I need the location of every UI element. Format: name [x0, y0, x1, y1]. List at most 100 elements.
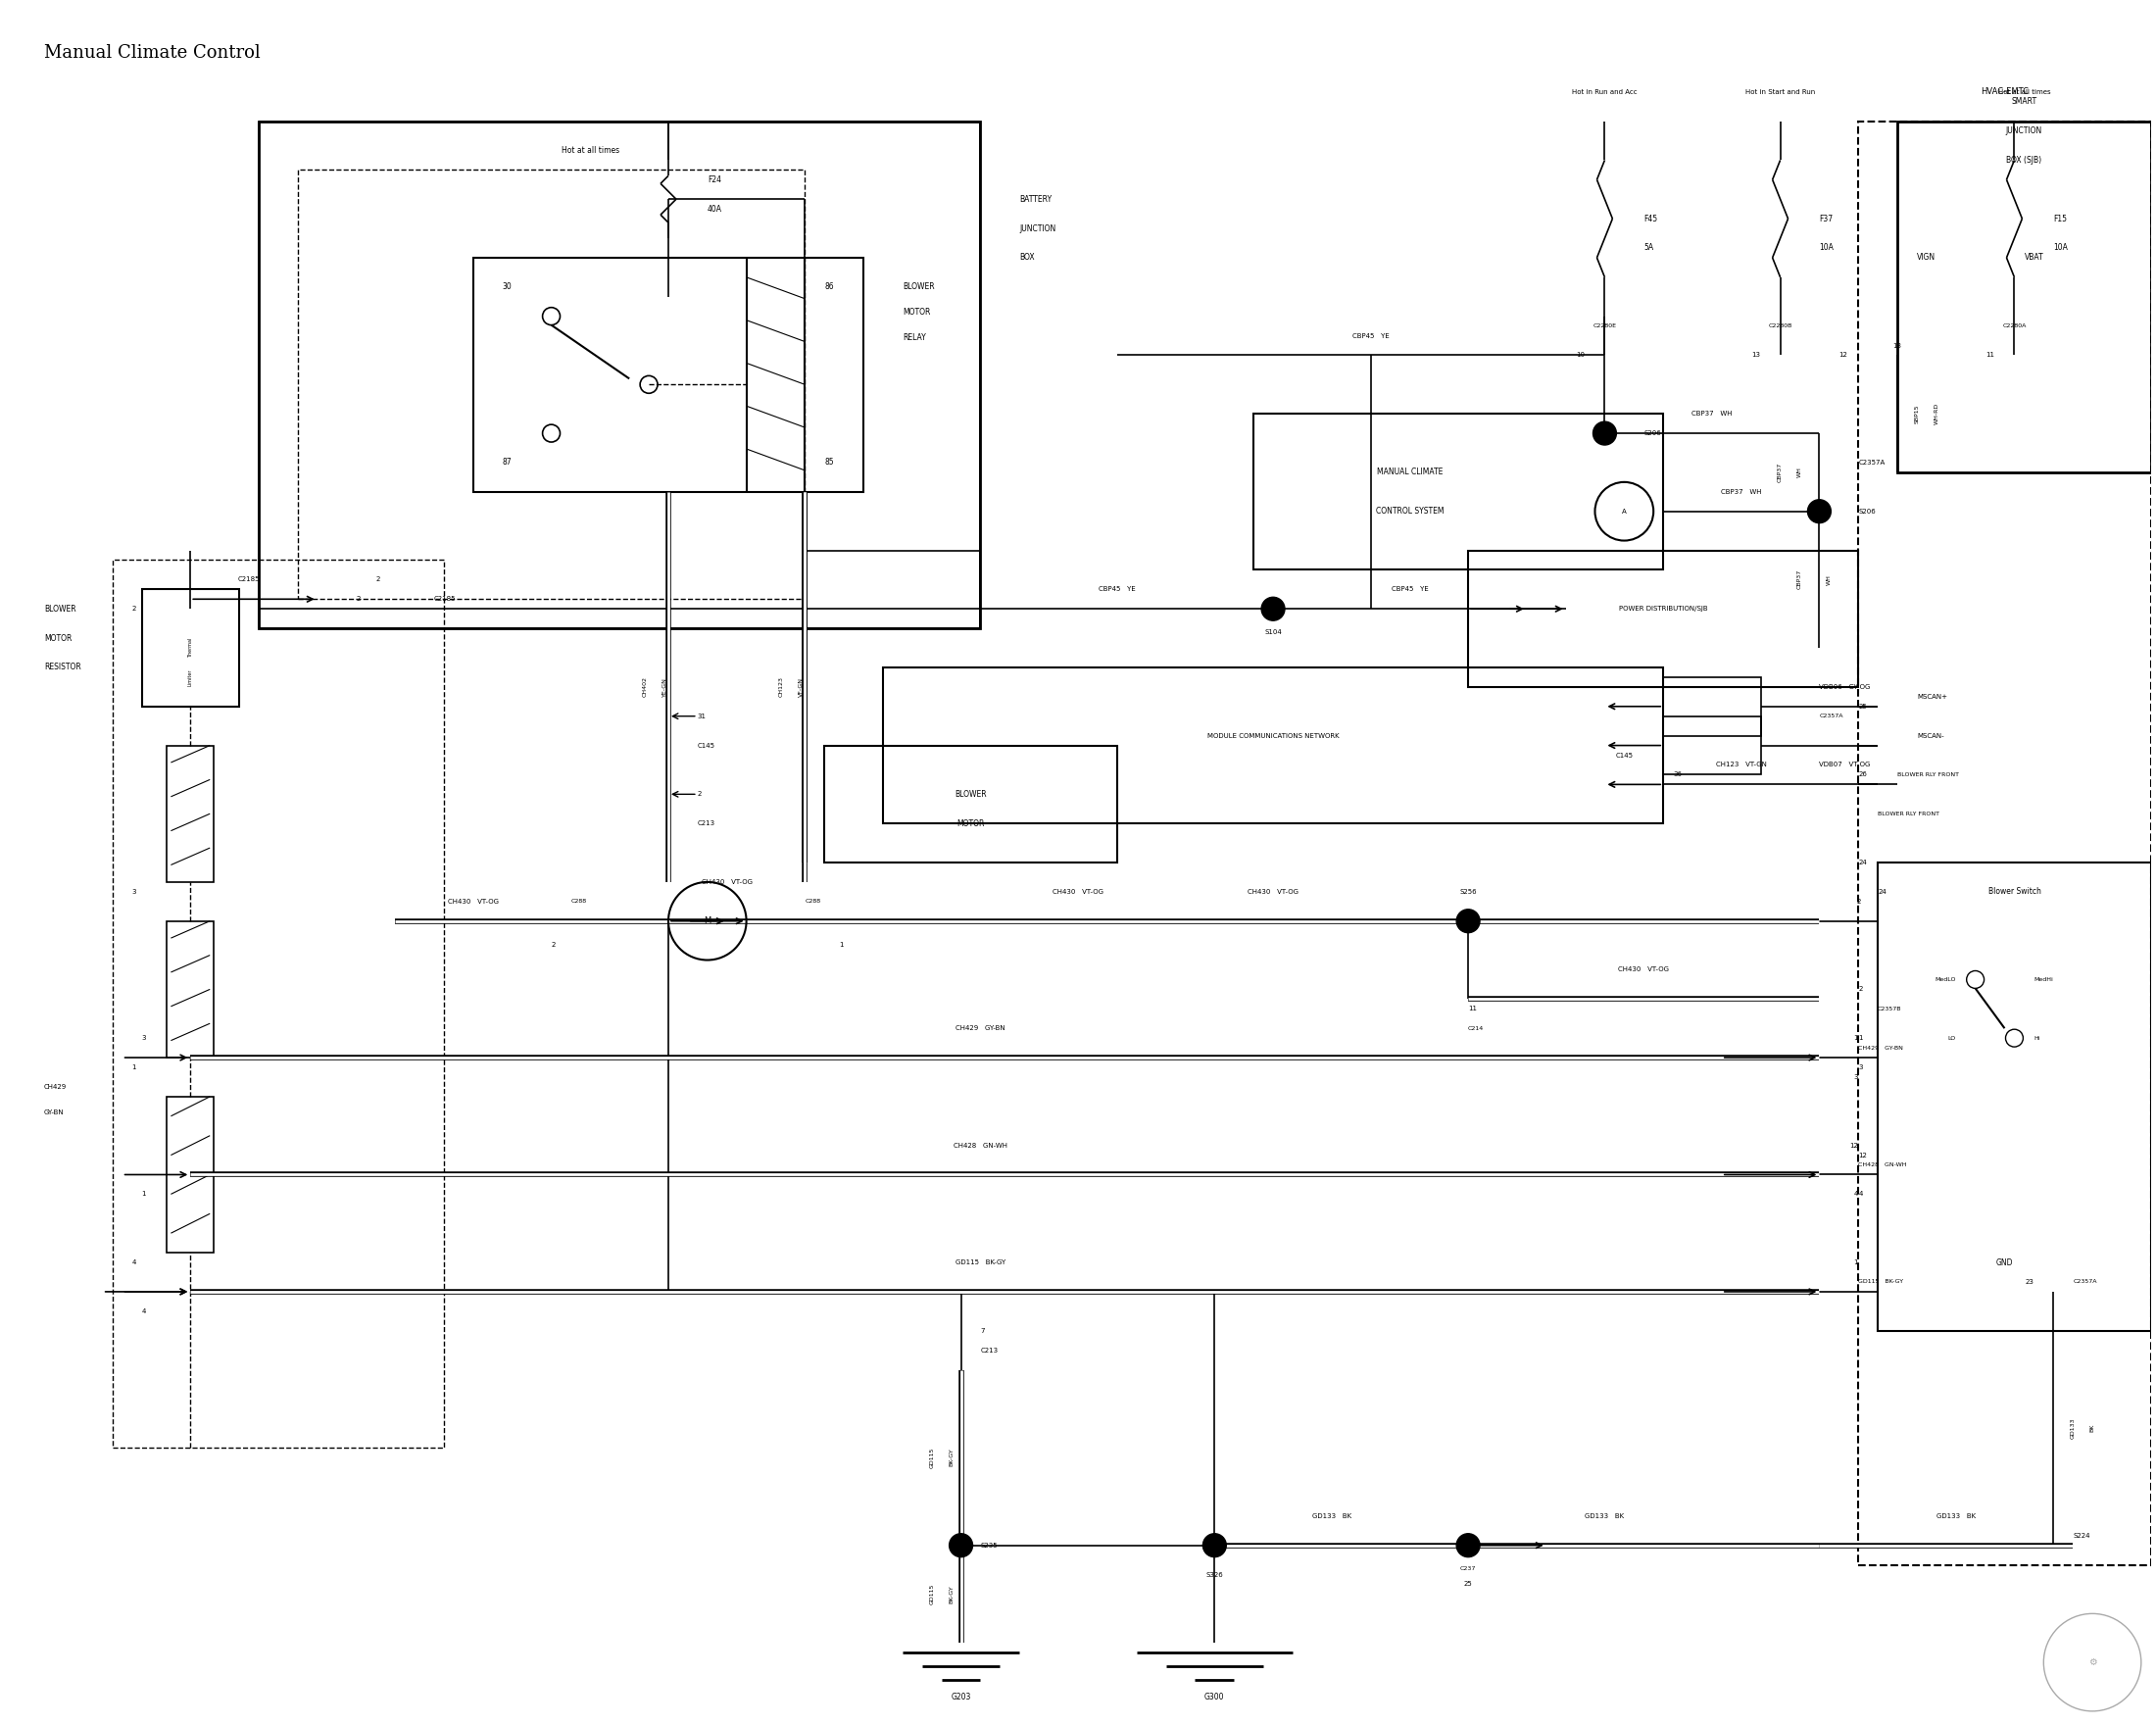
Text: MODULE COMMUNICATIONS NETWORK: MODULE COMMUNICATIONS NETWORK: [1207, 733, 1339, 738]
Text: Blower Switch: Blower Switch: [1988, 887, 2042, 897]
Text: MSCAN-: MSCAN-: [1917, 733, 1945, 738]
Text: GD133   BK: GD133 BK: [1313, 1513, 1352, 1520]
Text: Limiter: Limiter: [188, 669, 192, 687]
Text: CH429   GY-BN: CH429 GY-BN: [955, 1025, 1005, 1032]
Text: 10A: 10A: [1820, 243, 1835, 252]
Text: GD115   BK-GY: GD115 BK-GY: [955, 1259, 1005, 1266]
Text: S224: S224: [2072, 1532, 2089, 1539]
Text: C214: C214: [1468, 1026, 1483, 1032]
Bar: [824, 745, 1117, 862]
Text: MANUAL CLIMATE: MANUAL CLIMATE: [1378, 467, 1442, 476]
Text: 7: 7: [981, 1328, 985, 1333]
Text: CBP45   YE: CBP45 YE: [1100, 587, 1136, 592]
Text: 12: 12: [1839, 352, 1848, 359]
Text: BATTERY: BATTERY: [1020, 195, 1052, 204]
Text: C288: C288: [571, 899, 586, 904]
Text: C2185: C2185: [433, 597, 457, 602]
Text: GD115: GD115: [929, 1584, 934, 1604]
Text: 13: 13: [1753, 352, 1761, 359]
Text: CH428   GN-WH: CH428 GN-WH: [1858, 1163, 1906, 1168]
Text: CH429   GY-BN: CH429 GY-BN: [1858, 1045, 1904, 1051]
Text: BLOWER RLY FRONT: BLOWER RLY FRONT: [1897, 773, 1960, 778]
Text: 4: 4: [1854, 1192, 1858, 1197]
Text: A: A: [1621, 509, 1626, 514]
Text: C2280E: C2280E: [1593, 324, 1617, 328]
Text: C145: C145: [1615, 752, 1632, 759]
Text: Thermal: Thermal: [188, 638, 192, 657]
Text: JUNCTION: JUNCTION: [2005, 126, 2042, 135]
Text: BLOWER: BLOWER: [903, 283, 934, 292]
Text: 4: 4: [142, 1308, 147, 1314]
Bar: [1897, 121, 2152, 473]
Text: CBP37   WH: CBP37 WH: [1720, 488, 1761, 495]
Text: S206: S206: [1643, 430, 1660, 436]
Text: WH: WH: [1826, 574, 1830, 585]
Text: S235: S235: [981, 1542, 998, 1549]
Bar: [166, 921, 213, 1057]
Text: C213: C213: [699, 821, 716, 826]
Text: S326: S326: [1205, 1571, 1222, 1578]
Text: 26: 26: [1858, 771, 1867, 778]
Text: Hot at all times: Hot at all times: [1999, 90, 2050, 95]
Text: VIGN: VIGN: [1917, 254, 1936, 262]
Text: CH430   VT-OG: CH430 VT-OG: [448, 899, 498, 904]
Text: SMART: SMART: [2012, 97, 2037, 105]
Text: C288: C288: [804, 899, 821, 904]
Text: GD115: GD115: [929, 1447, 934, 1468]
Bar: [1878, 862, 2152, 1330]
Text: Hi: Hi: [2033, 1035, 2040, 1040]
Text: POWER DISTRIBUTION/SJB: POWER DISTRIBUTION/SJB: [1619, 605, 1708, 612]
Text: 2: 2: [1856, 899, 1861, 904]
Text: 1: 1: [132, 1064, 136, 1070]
Bar: [884, 668, 1662, 823]
Text: G300: G300: [1205, 1694, 1225, 1703]
Text: YE-GN: YE-GN: [662, 678, 666, 697]
Circle shape: [1457, 909, 1479, 933]
Text: 4: 4: [132, 1259, 136, 1266]
Text: RELAY: RELAY: [903, 333, 925, 342]
Text: F15: F15: [2053, 214, 2068, 223]
Text: MOTOR: MOTOR: [43, 633, 71, 642]
Circle shape: [949, 1534, 972, 1558]
Text: 1: 1: [839, 942, 843, 947]
Text: 4: 4: [1858, 1192, 1863, 1197]
Text: BOX (SJB): BOX (SJB): [2007, 155, 2042, 164]
Text: 3: 3: [1858, 1064, 1863, 1070]
Text: GD133: GD133: [2070, 1418, 2076, 1439]
Text: 2: 2: [132, 605, 136, 612]
Circle shape: [1457, 1534, 1479, 1558]
Text: 1: 1: [1854, 1035, 1858, 1040]
Text: 12: 12: [1850, 1142, 1858, 1149]
Text: C2185: C2185: [237, 576, 261, 583]
Text: SBP15: SBP15: [1915, 404, 1919, 423]
Text: WH-RD: WH-RD: [1934, 404, 1938, 424]
Text: 10A: 10A: [2053, 243, 2068, 252]
Text: MedLO: MedLO: [1934, 976, 1955, 982]
Text: CH430   VT-OG: CH430 VT-OG: [1619, 966, 1669, 973]
Text: 24: 24: [1858, 859, 1867, 866]
Bar: [298, 171, 804, 599]
Text: 5A: 5A: [1643, 243, 1654, 252]
Text: MOTOR: MOTOR: [903, 309, 929, 317]
Text: S104: S104: [1263, 630, 1283, 635]
Text: 30: 30: [502, 283, 513, 292]
Text: 2: 2: [552, 942, 556, 947]
Circle shape: [1593, 421, 1617, 445]
Text: S256: S256: [1460, 888, 1477, 895]
Text: CH123   VT-GN: CH123 VT-GN: [1716, 762, 1766, 768]
Text: MOTOR: MOTOR: [957, 819, 985, 828]
Text: 1: 1: [1858, 1035, 1863, 1040]
Bar: [1468, 550, 1858, 687]
Text: CBP37: CBP37: [1779, 462, 1783, 483]
Text: Hot in Start and Run: Hot in Start and Run: [1746, 90, 1815, 95]
Bar: [166, 745, 213, 881]
Text: GD133   BK: GD133 BK: [1936, 1513, 1975, 1520]
Text: C2280A: C2280A: [2003, 324, 2027, 328]
Text: 12: 12: [1858, 1152, 1867, 1157]
Text: C2280B: C2280B: [1768, 324, 1792, 328]
Bar: [166, 1097, 213, 1252]
Text: GD133   BK: GD133 BK: [1585, 1513, 1623, 1520]
Text: Manual Climate Control: Manual Climate Control: [43, 45, 261, 62]
Text: 2: 2: [375, 576, 379, 583]
Text: 10: 10: [1576, 352, 1585, 359]
